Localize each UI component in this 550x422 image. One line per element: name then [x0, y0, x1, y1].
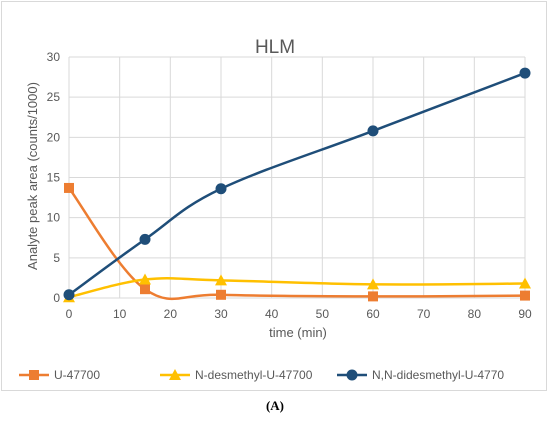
x-tick-label: 60: [366, 307, 380, 321]
legend-marker-n-desmethyl-u-47700: [169, 369, 181, 380]
data-markers: [63, 67, 531, 303]
gridlines: [68, 56, 526, 299]
y-axis-label: Analyte peak area (counts/1000): [25, 82, 40, 270]
legend: U-47700 N-desmethyl-U-47700 N,N-didesmethy…: [19, 368, 504, 382]
data-point-u-47700: [140, 284, 150, 295]
data-point-u-47700: [520, 290, 530, 301]
data-point-n-desmethyl-u-47700: [215, 274, 227, 286]
data-point-n-desmethyl-u-47700: [519, 277, 531, 289]
x-tick-label: 80: [468, 307, 482, 321]
chart-container: HLM 0 10 20 30 40 50 60 70 80 90 0 5 10 15 20 25 30 time…: [1, 1, 547, 391]
data-point-n-n-didesmethyl-u-4770: [367, 125, 379, 137]
panel-label: (A): [265, 398, 285, 413]
y-tick-label: 25: [47, 90, 61, 104]
data-point-u-47700: [216, 289, 226, 300]
legend-label-n-desmethyl-u-47700: N-desmethyl-U-47700: [195, 368, 313, 382]
y-tick-label: 0: [53, 291, 60, 305]
x-tick-label: 50: [316, 307, 330, 321]
data-point-n-n-didesmethyl-u-4770: [519, 67, 531, 79]
x-tick-label: 20: [164, 307, 178, 321]
x-tick-label: 40: [265, 307, 279, 321]
data-point-n-n-didesmethyl-u-4770: [63, 289, 75, 301]
data-point-u-47700: [368, 291, 378, 302]
series-line-u-47700: [68, 187, 526, 301]
x-axis-label: time (min): [269, 325, 327, 340]
legend-marker-u-47700: [29, 370, 39, 380]
data-point-n-n-didesmethyl-u-4770: [215, 183, 227, 195]
series-line-n-desmethyl-u-47700: [68, 276, 526, 299]
data-point-u-47700: [64, 182, 74, 193]
y-tick-label: 15: [47, 171, 61, 185]
x-tick-label: 0: [66, 307, 73, 321]
axis-ticks: 0 10 20 30 40 50 60 70 80 90 0 5 10 15 20 25 30: [47, 50, 532, 321]
x-tick-label: 10: [113, 307, 127, 321]
data-point-n-desmethyl-u-47700: [139, 273, 151, 285]
legend-marker-n-n-didesmethyl-u-4770: [346, 369, 358, 381]
data-point-n-desmethyl-u-47700: [367, 278, 379, 290]
series-lines: [68, 71, 526, 301]
line-chart: HLM 0 10 20 30 40 50 60 70 80 90 0 5 10 15 20 25 30 time…: [19, 37, 532, 382]
x-tick-label: 90: [518, 307, 532, 321]
y-tick-label: 10: [47, 211, 61, 225]
y-tick-label: 20: [47, 130, 61, 144]
chart-title: HLM: [255, 37, 295, 58]
x-tick-label: 70: [417, 307, 431, 321]
data-point-n-n-didesmethyl-u-4770: [139, 233, 151, 245]
x-tick-label: 30: [214, 307, 228, 321]
legend-label-n-n-didesmethyl-u-4770: N,N-didesmethyl-U-4770: [372, 368, 504, 382]
y-tick-label: 5: [53, 251, 60, 265]
series-line-n-n-didesmethyl-u-4770: [68, 71, 526, 296]
y-tick-label: 30: [47, 50, 61, 64]
legend-label-u-47700: U-47700: [54, 368, 100, 382]
